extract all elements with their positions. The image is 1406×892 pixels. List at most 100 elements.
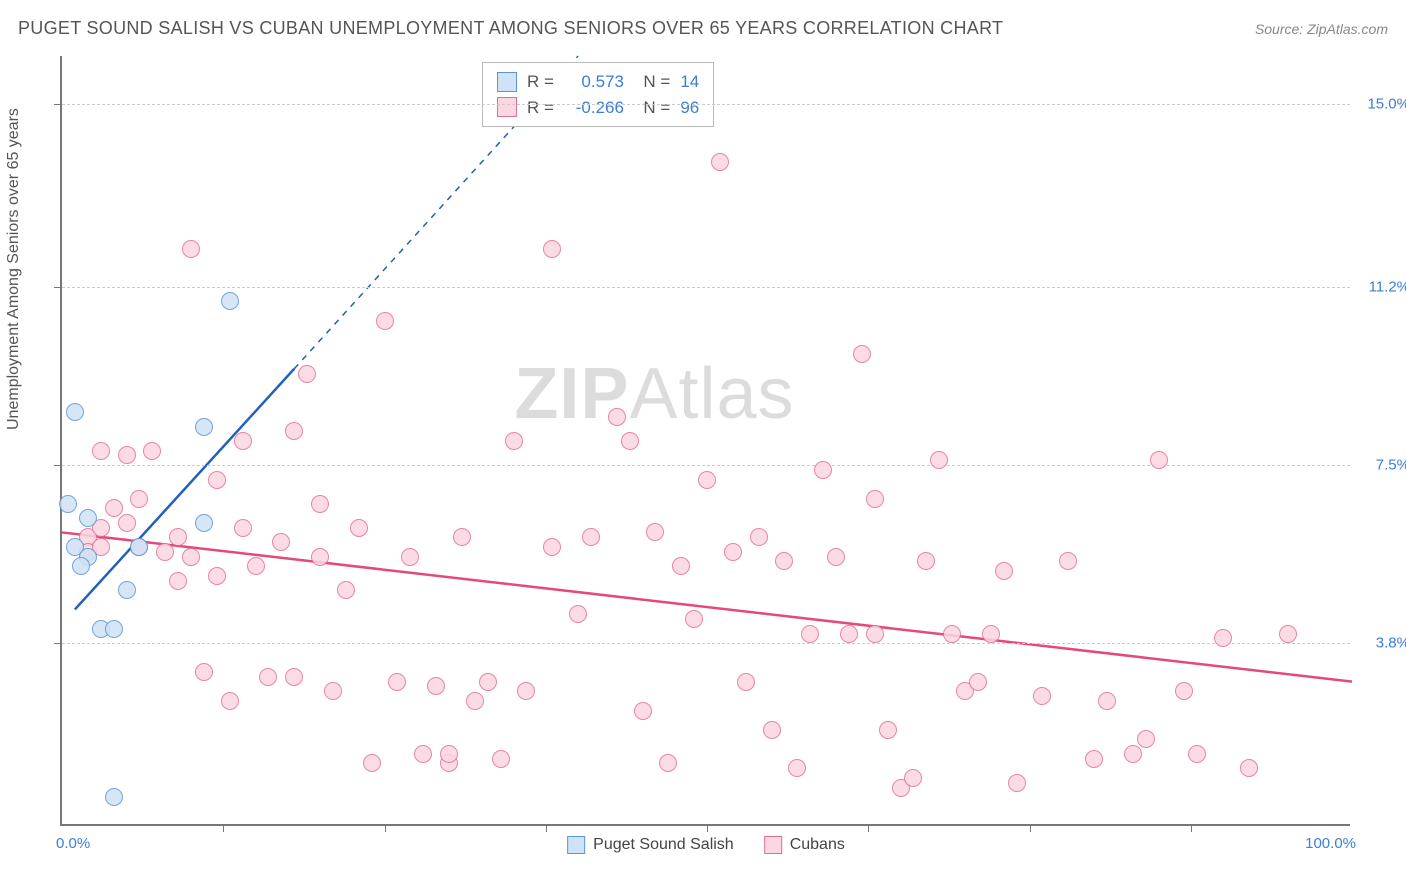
data-point: [737, 673, 755, 691]
data-point: [1240, 759, 1258, 777]
r-value-0: 0.573: [564, 69, 624, 95]
data-point: [1124, 745, 1142, 763]
x-tick-mark: [1030, 824, 1031, 832]
data-point: [543, 538, 561, 556]
data-point: [105, 788, 123, 806]
y-tick-label: 3.8%: [1355, 635, 1406, 652]
data-point: [840, 625, 858, 643]
r-value-1: -0.266: [564, 95, 624, 121]
data-point: [350, 519, 368, 537]
n-value-1: 96: [680, 95, 699, 121]
legend-swatch-0: [567, 836, 585, 854]
data-point: [930, 451, 948, 469]
legend-item-1: Cubans: [764, 836, 845, 854]
data-point: [763, 721, 781, 739]
data-point: [59, 495, 77, 513]
y-tick-label: 15.0%: [1355, 96, 1406, 113]
data-point: [208, 471, 226, 489]
data-point: [801, 625, 819, 643]
data-point: [479, 673, 497, 691]
data-point: [995, 562, 1013, 580]
data-point: [182, 240, 200, 258]
data-point: [1137, 730, 1155, 748]
data-point: [208, 567, 226, 585]
data-point: [1214, 629, 1232, 647]
y-tick-label: 11.2%: [1355, 279, 1406, 296]
data-point: [324, 682, 342, 700]
trend-lines-layer: [62, 56, 1350, 824]
x-tick-mark: [385, 824, 386, 832]
data-point: [621, 432, 639, 450]
legend: Puget Sound Salish Cubans: [567, 836, 845, 854]
data-point: [414, 745, 432, 763]
x-min-label: 0.0%: [56, 835, 90, 852]
r-label: R =: [527, 69, 554, 95]
data-point: [118, 581, 136, 599]
data-point: [92, 442, 110, 460]
data-point: [195, 663, 213, 681]
data-point: [866, 490, 884, 508]
correlation-stats-box: R = 0.573 N = 14 R = -0.266 N = 96: [482, 62, 714, 127]
data-point: [79, 509, 97, 527]
data-point: [130, 490, 148, 508]
data-point: [1150, 451, 1168, 469]
data-point: [259, 668, 277, 686]
r-label: R =: [527, 95, 554, 121]
data-point: [608, 408, 626, 426]
data-point: [66, 403, 84, 421]
header: PUGET SOUND SALISH VS CUBAN UNEMPLOYMENT…: [18, 18, 1388, 39]
data-point: [130, 538, 148, 556]
n-label: N =: [634, 69, 670, 95]
data-point: [169, 572, 187, 590]
data-point: [401, 548, 419, 566]
data-point: [440, 745, 458, 763]
data-point: [1188, 745, 1206, 763]
data-point: [1098, 692, 1116, 710]
y-tick-mark: [54, 643, 62, 644]
data-point: [505, 432, 523, 450]
data-point: [879, 721, 897, 739]
data-point: [221, 692, 239, 710]
data-point: [247, 557, 265, 575]
data-point: [634, 702, 652, 720]
data-point: [221, 292, 239, 310]
data-point: [517, 682, 535, 700]
data-point: [311, 495, 329, 513]
data-point: [775, 552, 793, 570]
data-point: [285, 668, 303, 686]
x-max-label: 100.0%: [1305, 835, 1356, 852]
gridline-h: [62, 104, 1350, 105]
data-point: [285, 422, 303, 440]
x-tick-mark: [223, 824, 224, 832]
data-point: [1008, 774, 1026, 792]
gridline-h: [62, 287, 1350, 288]
data-point: [1033, 687, 1051, 705]
data-point: [195, 514, 213, 532]
data-point: [1279, 625, 1297, 643]
data-point: [672, 557, 690, 575]
stats-row-series-1: R = -0.266 N = 96: [497, 95, 699, 121]
data-point: [543, 240, 561, 258]
data-point: [156, 543, 174, 561]
swatch-series-1: [497, 97, 517, 117]
data-point: [388, 673, 406, 691]
legend-label-0: Puget Sound Salish: [593, 836, 734, 854]
data-point: [659, 754, 677, 772]
x-tick-mark: [1191, 824, 1192, 832]
x-tick-mark: [868, 824, 869, 832]
stats-row-series-0: R = 0.573 N = 14: [497, 69, 699, 95]
data-point: [982, 625, 1000, 643]
data-point: [72, 557, 90, 575]
legend-label-1: Cubans: [790, 836, 845, 854]
data-point: [685, 610, 703, 628]
data-point: [311, 548, 329, 566]
data-point: [363, 754, 381, 772]
n-value-0: 14: [680, 69, 699, 95]
data-point: [711, 153, 729, 171]
data-point: [866, 625, 884, 643]
data-point: [234, 432, 252, 450]
data-point: [466, 692, 484, 710]
data-point: [182, 548, 200, 566]
n-label: N =: [634, 95, 670, 121]
data-point: [492, 750, 510, 768]
